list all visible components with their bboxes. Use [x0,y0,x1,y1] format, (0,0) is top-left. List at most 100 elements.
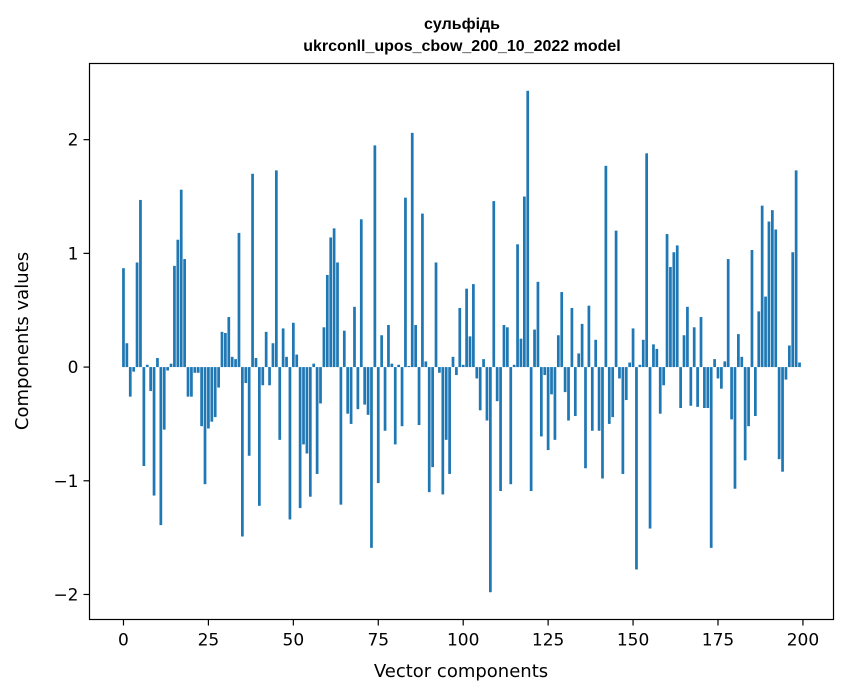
bar [380,335,384,368]
bar [614,230,618,368]
bar [417,367,421,426]
bar [692,327,696,368]
bar [261,367,265,386]
bar [227,317,231,368]
bar [424,361,428,368]
bar [502,325,506,368]
chart-subtitle: ukrconll_upos_cbow_200_10_2022 model [303,38,620,55]
bar [274,170,278,368]
bar [580,323,584,368]
bar [319,367,322,404]
bar [601,367,604,479]
bar [407,365,411,368]
bar [781,367,784,472]
bar [346,367,350,414]
bar [308,367,312,497]
bar [458,307,462,368]
bar [777,367,781,460]
bar [325,274,329,368]
bar [635,367,638,570]
bar [312,363,316,368]
bar [142,367,146,466]
x-tick-label: 175 [702,631,734,651]
bar [492,201,496,368]
bar [652,344,655,368]
bar [726,259,730,368]
x-tick-label: 100 [447,631,479,651]
bar [655,348,659,368]
bar [234,359,237,368]
bar [536,281,540,368]
bar [706,367,710,409]
bar [441,367,445,495]
bar [404,197,407,368]
bar [740,356,744,368]
bar [410,132,414,368]
bar [285,356,288,368]
bar [662,367,665,386]
bar [577,353,581,368]
bar [526,90,530,368]
bar [573,367,577,416]
bar [716,367,720,379]
bar [747,367,750,427]
bar [370,367,373,548]
x-tick-label: 25 [198,631,220,651]
x-tick-label: 200 [787,631,819,651]
bar [451,356,455,368]
bar [125,343,129,368]
bar [390,363,394,368]
bar [550,367,553,395]
bar [699,317,703,368]
bar [237,232,241,368]
bar [281,328,285,368]
bar [584,367,587,469]
bar [607,367,611,424]
bar [431,367,434,468]
x-tick-label: 125 [532,631,564,651]
bar [543,367,547,376]
bar [519,338,523,368]
bar [570,307,574,368]
bar [173,265,176,368]
bar [645,153,649,368]
bar [298,367,302,509]
bar [648,367,652,529]
bar [132,367,136,372]
bar [183,259,186,368]
bar [767,221,771,368]
bar [139,199,142,368]
bar [689,367,693,406]
bar [383,367,387,431]
bar [353,306,356,368]
bar [696,367,699,407]
bar [618,367,621,379]
bar [393,367,397,445]
bar [213,367,217,418]
bar [400,367,404,427]
bar [791,252,795,368]
bar [220,331,224,368]
bar [757,311,761,368]
bar [305,367,309,454]
x-axis-ticks: 0 25 50 75 100 125 150 175 200 [118,619,819,651]
bar [145,364,149,368]
bar [359,219,363,368]
bar [224,332,227,368]
bar [149,367,153,391]
bar [621,367,625,474]
x-tick-label: 150 [617,631,649,651]
x-axis-label: Vector components [374,661,548,682]
bar [770,210,774,368]
bar [322,327,326,368]
bar [135,262,139,368]
bar [516,244,519,368]
bar [291,322,295,368]
bar [567,367,570,421]
bar [723,361,727,368]
bar [509,367,513,485]
bar [366,367,370,415]
bar [264,331,268,368]
bar [363,367,367,405]
